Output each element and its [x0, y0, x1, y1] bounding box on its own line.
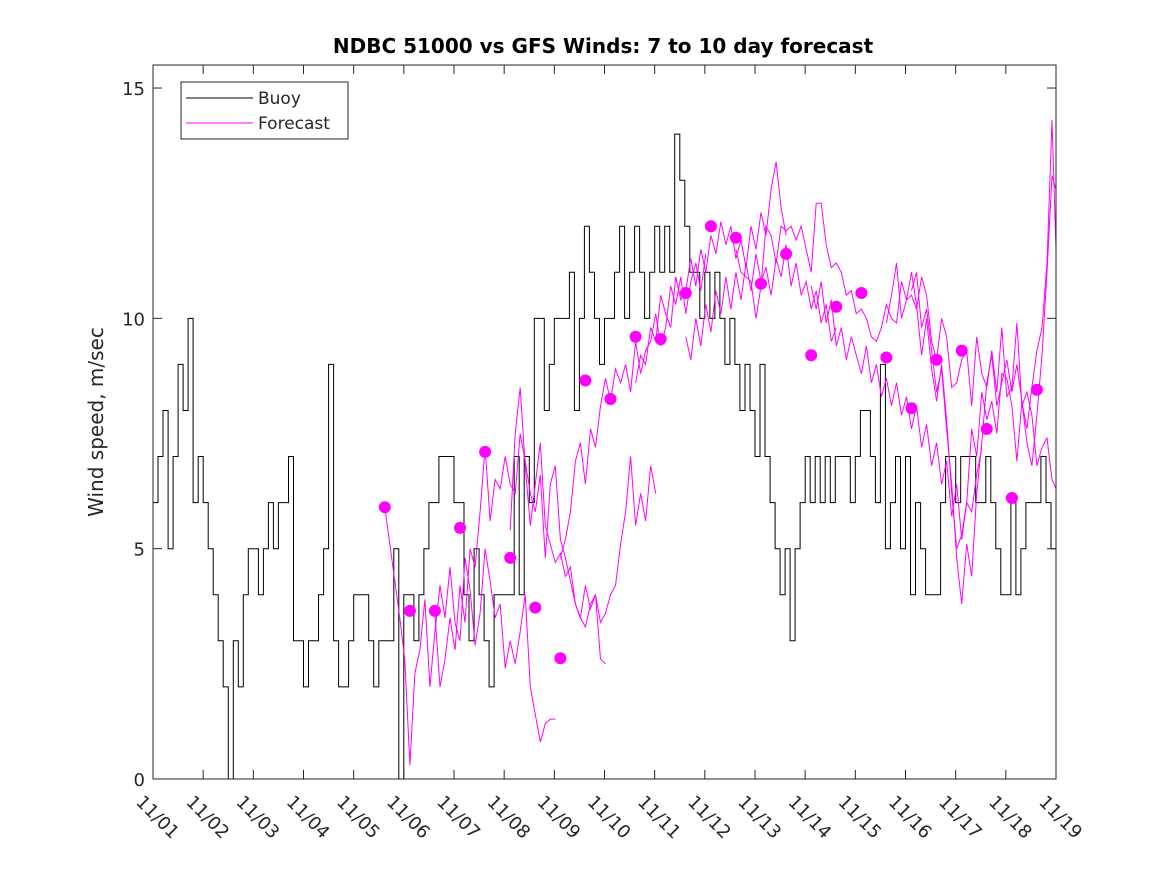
- forecast-marker: [704, 220, 717, 233]
- forecast-series-line-4: [384, 507, 556, 766]
- forecast-marker: [428, 604, 441, 617]
- y-tick-label: 0: [134, 770, 145, 791]
- forecast-marker: [529, 601, 542, 614]
- forecast-marker: [479, 445, 492, 458]
- forecast-marker: [604, 393, 617, 405]
- forecast-marker: [378, 501, 391, 514]
- forecast-marker: [1030, 383, 1043, 396]
- forecast-marker: [830, 300, 843, 313]
- forecast-marker: [980, 422, 993, 435]
- forecast-marker: [679, 287, 692, 299]
- forecast-marker: [805, 349, 818, 362]
- legend-forecast-label: Forecast: [258, 114, 330, 134]
- y-axis: 0 5 10 15: [122, 79, 1056, 791]
- buoy-series-line: [153, 133, 1057, 780]
- forecast-marker: [554, 652, 567, 665]
- forecast-marker: [855, 287, 868, 299]
- forecast-marker: [905, 402, 918, 415]
- forecast-marker: [654, 333, 667, 346]
- forecast-marker: [504, 551, 517, 564]
- y-tick-label: 15: [122, 79, 145, 100]
- forecast-series-line-10: [810, 281, 983, 540]
- forecast-marker: [629, 330, 642, 343]
- legend-box: [180, 81, 349, 140]
- forecast-series-line-1: [735, 202, 1057, 489]
- marker-layer: [378, 220, 1043, 665]
- chart-title: NDBC 51000 vs GFS Winds: 7 to 10 day for…: [333, 34, 874, 58]
- forecast-marker: [955, 344, 968, 357]
- plot-area: [153, 65, 1056, 779]
- y-tick-label: 10: [122, 309, 145, 330]
- forecast-marker: [403, 604, 416, 617]
- forecast-marker: [579, 374, 592, 387]
- forecast-series-line-7: [559, 253, 707, 559]
- legend-buoy-label: Buoy: [258, 89, 301, 109]
- forecast-marker: [454, 521, 466, 534]
- forecast-marker: [729, 231, 742, 244]
- forecast-series-line-3: [911, 120, 1057, 605]
- legend: Buoy Forecast: [180, 81, 349, 140]
- forecast-marker: [880, 351, 893, 364]
- forecast-marker: [755, 277, 767, 290]
- forecast-marker: [930, 353, 943, 366]
- forecast-marker: [780, 247, 793, 260]
- y-tick-label: 5: [134, 540, 145, 561]
- forecast-series-line-2: [885, 175, 1057, 549]
- forecast-series-line-8: [635, 161, 787, 383]
- y-axis-label: Wind speed, m/sec: [84, 327, 108, 517]
- forecast-series-line-6: [509, 387, 657, 629]
- forecast-marker: [1005, 492, 1018, 504]
